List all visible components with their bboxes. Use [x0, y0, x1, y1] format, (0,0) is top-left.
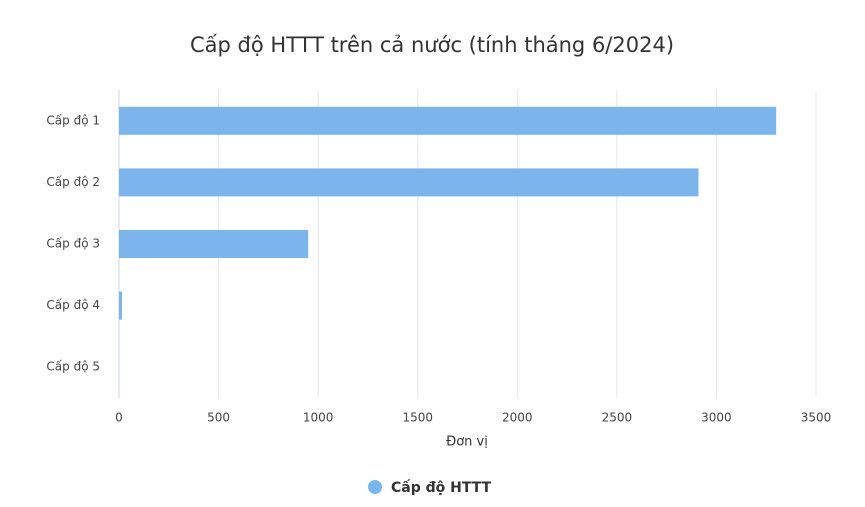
chart-title: Cấp độ HTTT trên cả nước (tính tháng 6/2… — [190, 33, 674, 57]
y-tick-label: Cấp độ 1 — [46, 113, 100, 127]
x-axis-label: Đơn vị — [446, 435, 488, 450]
x-tick-label: 3000 — [701, 411, 732, 425]
x-tick-label: 3500 — [801, 411, 832, 425]
bar — [119, 168, 699, 197]
y-tick-label: Cấp độ 5 — [46, 360, 100, 374]
y-tick-label: Cấp độ 4 — [46, 298, 100, 312]
x-tick-label: 0 — [115, 411, 123, 425]
legend-label: Cấp độ HTTT — [391, 479, 492, 496]
bar — [119, 230, 309, 258]
bar — [119, 106, 777, 135]
x-tick-label: 500 — [207, 411, 230, 425]
x-tick-label: 2500 — [602, 411, 633, 425]
x-tick-label: 2000 — [502, 411, 533, 425]
y-tick-label: Cấp độ 3 — [46, 237, 100, 251]
x-tick-label: 1500 — [402, 411, 433, 425]
y-tick-label: Cấp độ 2 — [46, 175, 100, 189]
bar — [119, 291, 122, 320]
legend-marker — [368, 480, 382, 494]
x-tick-label: 1000 — [303, 411, 334, 425]
